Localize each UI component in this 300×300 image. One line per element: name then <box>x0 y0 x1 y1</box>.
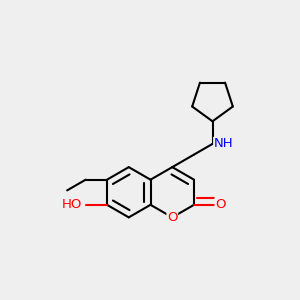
Text: NH: NH <box>214 137 233 150</box>
Text: HO: HO <box>61 198 82 211</box>
Text: O: O <box>215 198 226 211</box>
Text: O: O <box>167 211 178 224</box>
